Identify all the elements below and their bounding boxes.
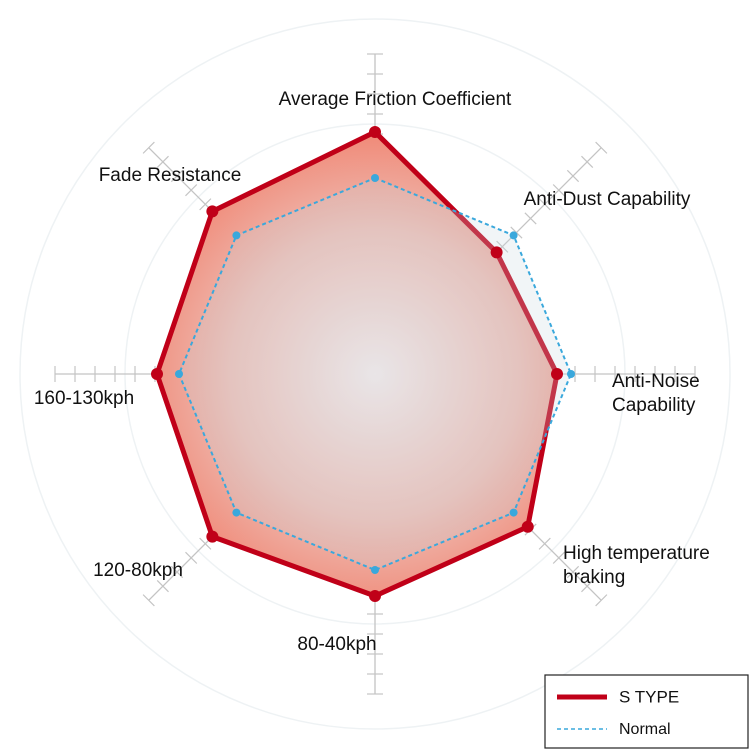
- axis-label: Fade Resistance: [99, 165, 242, 186]
- tick-mark: [581, 580, 594, 593]
- data-point: [371, 174, 379, 182]
- data-point: [206, 530, 219, 543]
- data-point: [551, 368, 563, 380]
- data-point: [509, 231, 518, 240]
- data-point: [567, 370, 575, 378]
- tick-mark: [185, 184, 198, 197]
- legend: S TYPE Normal: [544, 674, 749, 749]
- tick-mark: [552, 184, 565, 197]
- data-point: [371, 566, 379, 574]
- tick-mark: [524, 212, 537, 225]
- axis-label: Average Friction Coefficient: [279, 89, 512, 110]
- data-point: [490, 246, 503, 259]
- tick-mark: [538, 198, 551, 211]
- data-point: [521, 520, 534, 533]
- data-point: [232, 508, 241, 517]
- tick-mark: [538, 537, 551, 550]
- tick-mark: [566, 565, 580, 579]
- tick-mark: [185, 551, 198, 564]
- data-point: [206, 205, 219, 218]
- tick-mark: [142, 594, 155, 607]
- axis-label: 80-40kph: [297, 634, 376, 655]
- axis-label: Anti-Noise Capability: [612, 371, 700, 416]
- tick-mark: [496, 240, 509, 253]
- axis-label: High temperature braking: [563, 543, 710, 588]
- tick-mark: [581, 155, 594, 168]
- axis-label: 160-130kph: [34, 388, 134, 409]
- data-point: [369, 126, 381, 138]
- data-point: [151, 368, 163, 380]
- tick-mark: [170, 169, 184, 183]
- data-point: [232, 231, 241, 240]
- data-point: [369, 590, 381, 602]
- legend-label: Normal: [619, 721, 671, 738]
- data-point: [509, 508, 518, 517]
- tick-mark: [156, 155, 169, 168]
- tick-mark: [595, 141, 608, 154]
- tick-mark: [170, 565, 184, 579]
- data-point: [175, 370, 183, 378]
- axis-label: 120-80kph: [93, 560, 183, 581]
- tick-mark: [142, 141, 155, 154]
- tick-mark: [199, 537, 212, 550]
- tick-mark: [156, 580, 169, 593]
- tick-mark: [566, 169, 580, 183]
- tick-mark: [595, 594, 608, 607]
- axis-label: Anti-Dust Capability: [524, 189, 691, 210]
- legend-label: S TYPE: [619, 687, 679, 706]
- tick-mark: [552, 551, 565, 564]
- tick-mark: [199, 198, 212, 211]
- series-area: [178, 177, 572, 571]
